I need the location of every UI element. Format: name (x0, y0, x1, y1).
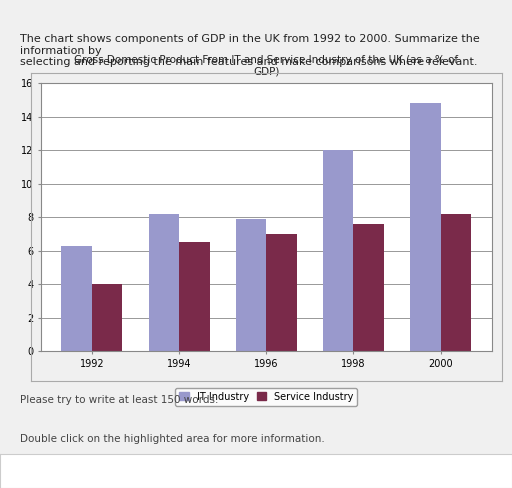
Bar (353, 224, 384, 351)
Text: Please try to write at least 150 words.: Please try to write at least 150 words. (20, 395, 219, 405)
Bar (179, 243, 209, 351)
Legend: IT Industry, Service Industry: IT Industry, Service Industry (175, 388, 357, 406)
Bar (266, 234, 297, 351)
Text: Double click on the highlighted area for more information.: Double click on the highlighted area for… (20, 434, 325, 444)
Title: Gross Domestic Product From IT and Service Industry of the UK (as a % of
GDP): Gross Domestic Product From IT and Servi… (74, 55, 458, 77)
Bar (440, 214, 471, 351)
Bar (236, 219, 266, 351)
Bar (92, 284, 122, 351)
Bar (61, 245, 92, 351)
Bar (323, 150, 353, 351)
Bar (148, 214, 179, 351)
Text: The chart shows components of GDP in the UK from 1992 to 2000. Summarize the inf: The chart shows components of GDP in the… (20, 34, 480, 67)
Bar (410, 103, 440, 351)
